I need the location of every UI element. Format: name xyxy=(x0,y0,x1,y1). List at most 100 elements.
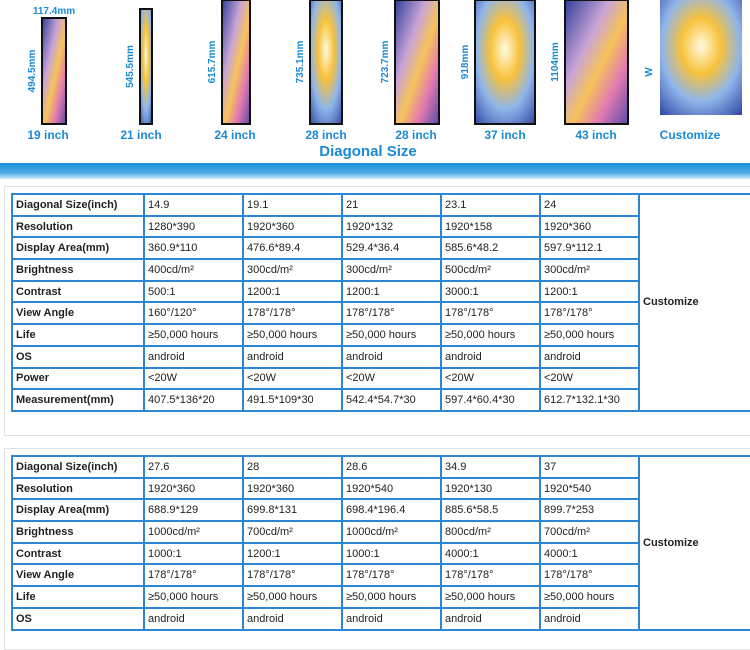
width-label: 117.4mm xyxy=(33,6,75,17)
spec-row: View Angle 178°/178° 178°/178° 178°/178° 178… xyxy=(11,563,750,588)
spec-value: 34.9 xyxy=(440,455,541,479)
screen xyxy=(394,0,440,125)
spec-value: 21 xyxy=(341,193,442,217)
spec-table-frame: Diagonal Size(inch) 14.9 19.1 21 23.1 24 Custo… xyxy=(4,186,750,436)
spec-value: 360.9*110 xyxy=(143,236,244,261)
spec-row: OS android android android android android xyxy=(11,344,750,369)
screen xyxy=(564,0,629,125)
spec-row: Diagonal Size(inch) 14.9 19.1 21 23.1 24 Custo… xyxy=(11,193,750,412)
spec-value: 700cd/m² xyxy=(539,520,640,544)
spec-value: 529.4*36.4 xyxy=(341,236,442,261)
spec-value: 178°/178° xyxy=(143,563,244,588)
spec-value: android xyxy=(539,606,640,631)
size-label: 37 inch xyxy=(484,128,525,142)
spec-value: 24 xyxy=(539,193,640,217)
row-label: Life xyxy=(11,323,145,347)
spec-value: 178°/178° xyxy=(440,563,541,588)
spec-value: 1920*360 xyxy=(539,214,640,239)
spec-value: android xyxy=(143,606,244,631)
row-label: View Angle xyxy=(11,301,145,326)
spec-value: ≥50,000 hours xyxy=(539,323,640,347)
spec-value: 612.7*132.1*30 xyxy=(539,388,640,412)
spec-value: android xyxy=(341,606,442,631)
size-label: 28 inch xyxy=(305,128,346,142)
spec-value: 1200:1 xyxy=(242,279,343,304)
spec-value: 700cd/m² xyxy=(242,520,343,544)
spec-value: 300cd/m² xyxy=(539,258,640,282)
row-label: Power xyxy=(11,366,145,391)
screen xyxy=(309,0,343,125)
screen xyxy=(474,0,536,125)
spec-value: 178°/178° xyxy=(539,563,640,588)
spec-value: 300cd/m² xyxy=(341,258,442,282)
spec-value: 1920*360 xyxy=(242,214,343,239)
spec-value: android xyxy=(440,606,541,631)
spec-value: 27.6 xyxy=(143,455,244,479)
spec-value: 37 xyxy=(539,455,640,479)
spec-value: 28.6 xyxy=(341,455,442,479)
spec-value: 178°/178° xyxy=(341,301,442,326)
spec-row: Resolution 1920*360 1920*360 1920*540 1920*1… xyxy=(11,476,750,501)
section-title: Diagonal Size xyxy=(319,143,417,160)
height-label: 615.7mm xyxy=(207,40,218,83)
spec-value: 542.4*54.7*30 xyxy=(341,388,442,412)
spec-row: Diagonal Size(inch) 27.6 28 28.6 34.9 37 Custo… xyxy=(11,455,750,631)
spec-value: 885.6*58.5 xyxy=(440,498,541,523)
size-label: Customize xyxy=(660,128,721,142)
spec-value: 4000:1 xyxy=(539,541,640,566)
spec-value: 597.9*112.1 xyxy=(539,236,640,261)
spec-value: android xyxy=(341,344,442,369)
row-label: OS xyxy=(11,344,145,369)
row-label: Diagonal Size(inch) xyxy=(11,193,145,217)
spec-value: android xyxy=(242,344,343,369)
spec-value: android xyxy=(143,344,244,369)
spec-value: android xyxy=(440,344,541,369)
spec-value: ≥50,000 hours xyxy=(341,323,442,347)
spec-value: ≥50,000 hours xyxy=(440,585,541,609)
spec-value: android xyxy=(539,344,640,369)
size-label: 21 inch xyxy=(120,128,161,142)
screen xyxy=(221,0,251,125)
spec-value: 500:1 xyxy=(143,279,244,304)
spec-row: Life ≥50,000 hours ≥50,000 hours ≥50,000 ho… xyxy=(11,323,750,347)
size-label: 19 inch xyxy=(27,128,68,142)
custom-image xyxy=(660,0,742,115)
height-label: 494.5mm xyxy=(27,49,38,92)
spec-value: ≥50,000 hours xyxy=(539,585,640,609)
spec-value: 1920*540 xyxy=(539,476,640,501)
height-label: 1104mm xyxy=(550,42,561,82)
spec-value: 476.6*89.4 xyxy=(242,236,343,261)
spec-value: 491.5*109*30 xyxy=(242,388,343,412)
spec-table: Diagonal Size(inch) 27.6 28 28.6 34.9 37 Custo… xyxy=(11,455,750,631)
spec-value: 1200:1 xyxy=(341,279,442,304)
row-label: Resolution xyxy=(11,476,145,501)
spec-value: 28 xyxy=(242,455,343,479)
customize-cell: Customize xyxy=(638,193,750,412)
height-label: 735.1mm xyxy=(295,40,306,83)
row-label: Contrast xyxy=(11,279,145,304)
spec-value: <20W xyxy=(440,366,541,391)
spec-row: View Angle 160°/120° 178°/178° 178°/178° 178… xyxy=(11,301,750,326)
row-label: Life xyxy=(11,585,145,609)
height-label: 545.5mm xyxy=(125,45,136,88)
spec-value: 14.9 xyxy=(143,193,244,217)
spec-row: Measurement(mm) 407.5*136*20 491.5*109*30 5… xyxy=(11,388,750,412)
row-label: Contrast xyxy=(11,541,145,566)
spec-value: 1920*158 xyxy=(440,214,541,239)
spec-value: ≥50,000 hours xyxy=(440,323,541,347)
spec-value: android xyxy=(242,606,343,631)
spec-value: 1000:1 xyxy=(341,541,442,566)
spec-value: ≥50,000 hours xyxy=(341,585,442,609)
spec-value: 300cd/m² xyxy=(242,258,343,282)
spec-row: Brightness 400cd/m² 300cd/m² 300cd/m² 500cd/… xyxy=(11,258,750,282)
spec-value: 1000cd/m² xyxy=(143,520,244,544)
spec-row: Contrast 500:1 1200:1 1200:1 3000:1 1200:1 xyxy=(11,279,750,304)
spec-value: ≥50,000 hours xyxy=(242,585,343,609)
spec-value: 1200:1 xyxy=(242,541,343,566)
spec-value: 3000:1 xyxy=(440,279,541,304)
spec-value: 1280*390 xyxy=(143,214,244,239)
row-label: Resolution xyxy=(11,214,145,239)
spec-value: 400cd/m² xyxy=(143,258,244,282)
size-diagram: 494.5mm 19 inch 117.4mm 545.5mm 21 inch 615.7… xyxy=(0,0,750,179)
spec-value: 178°/178° xyxy=(341,563,442,588)
